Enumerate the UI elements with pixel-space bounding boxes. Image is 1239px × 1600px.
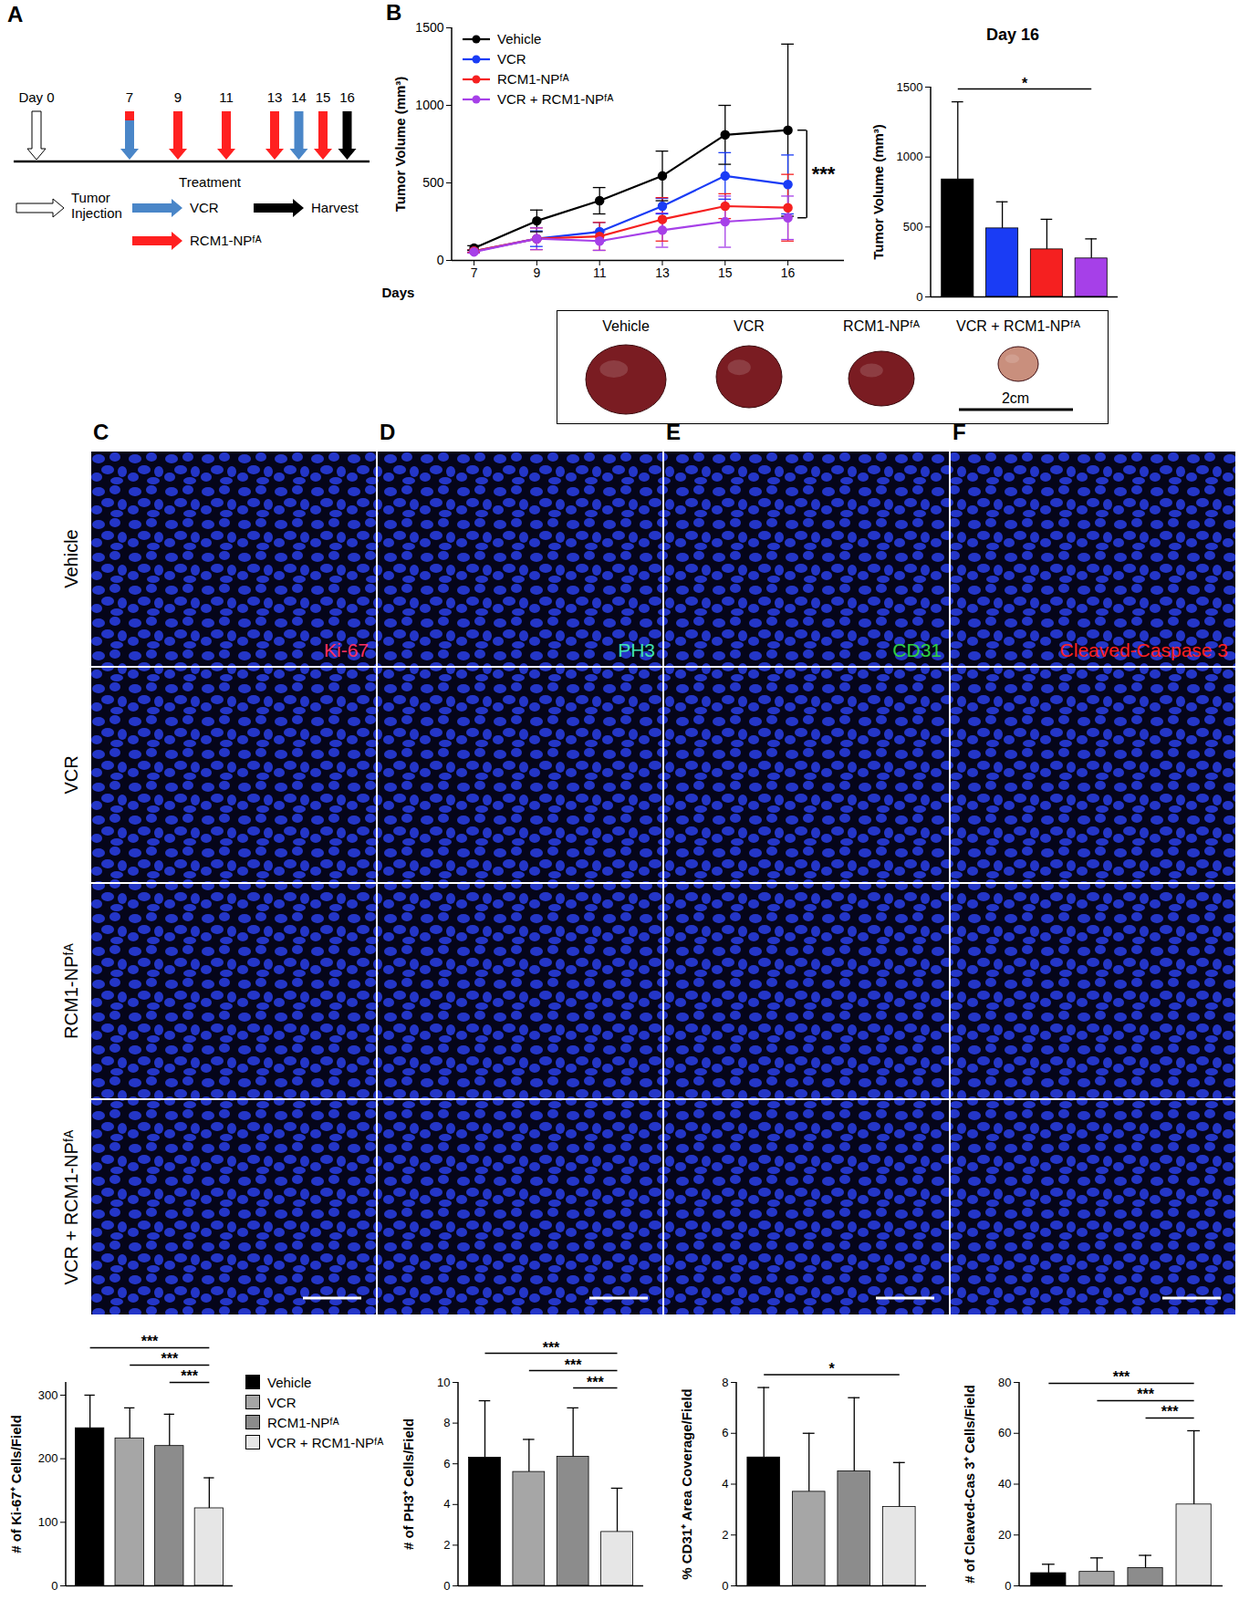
- html-text:F: F: [952, 419, 966, 445]
- html-text:RCM1-NPᶠᴬ: RCM1-NPᶠᴬ: [497, 71, 569, 87]
- svg-text:VCR: VCR: [61, 755, 82, 794]
- svg-text:***: ***: [1136, 1386, 1155, 1403]
- svg-text:7: 7: [470, 265, 479, 281]
- svg-text:500: 500: [903, 219, 924, 234]
- svg-text:16: 16: [780, 265, 796, 281]
- svg-text:***: ***: [180, 1368, 198, 1385]
- svg-text:% CD31⁺ Area Coverage/Field: % CD31⁺ Area Coverage/Field: [678, 1388, 695, 1581]
- svg-text:# of Ki-67⁺ Cells/Field: # of Ki-67⁺ Cells/Field: [8, 1415, 24, 1554]
- html-text:B: B: [385, 0, 402, 25]
- svg-text:***: ***: [1161, 1404, 1179, 1420]
- svg-text:PH3: PH3: [617, 639, 656, 661]
- svg-text:Tumor Volume (mm³): Tumor Volume (mm³): [392, 76, 408, 213]
- svg-text:Vehicle: Vehicle: [61, 529, 82, 589]
- svg-text:4: 4: [443, 1497, 450, 1511]
- html-text:VCR: VCR: [497, 51, 527, 67]
- svg-text:1000: 1000: [896, 149, 924, 164]
- svg-text:100: 100: [38, 1515, 59, 1530]
- svg-text:***: ***: [586, 1374, 604, 1391]
- svg-text:VCR: VCR: [733, 318, 765, 334]
- svg-text:60: 60: [998, 1426, 1011, 1440]
- svg-text:300: 300: [38, 1388, 59, 1403]
- html-text:Day 16: Day 16: [986, 25, 1040, 44]
- svg-text:# of Cleaved-Cas 3⁺ Cells/Fiel: # of Cleaved-Cas 3⁺ Cells/Field: [961, 1384, 978, 1584]
- svg-text:Treatment: Treatment: [178, 174, 242, 190]
- svg-text:Vehicle: Vehicle: [602, 318, 650, 334]
- svg-text:13: 13: [267, 89, 283, 105]
- svg-text:Days: Days: [382, 284, 416, 301]
- svg-text:0: 0: [916, 290, 923, 304]
- svg-text:VCR + RCM1-NPᶠᴬ: VCR + RCM1-NPᶠᴬ: [956, 318, 1082, 334]
- html-text:Vehicle: Vehicle: [267, 1374, 312, 1391]
- svg-text:80: 80: [998, 1375, 1011, 1390]
- svg-text:9: 9: [532, 265, 541, 281]
- html-text:D: D: [379, 419, 396, 445]
- svg-text:40: 40: [998, 1477, 1011, 1491]
- svg-text:CD31: CD31: [892, 639, 942, 661]
- svg-text:Tumor Volume (mm³): Tumor Volume (mm³): [870, 124, 886, 261]
- svg-text:***: ***: [564, 1357, 583, 1374]
- svg-text:***: ***: [160, 1351, 178, 1367]
- svg-text:8: 8: [443, 1416, 450, 1430]
- svg-text:0: 0: [721, 1579, 729, 1593]
- svg-text:15: 15: [718, 265, 733, 281]
- svg-text:200: 200: [38, 1451, 59, 1466]
- html-text:Vehicle: Vehicle: [497, 31, 542, 47]
- svg-text:20: 20: [998, 1528, 1011, 1542]
- svg-text:*: *: [828, 1361, 835, 1377]
- svg-text:RCM1-NPᶠᴬ: RCM1-NPᶠᴬ: [61, 942, 82, 1040]
- svg-text:11: 11: [218, 89, 234, 105]
- svg-text:15: 15: [315, 89, 332, 105]
- svg-text:13: 13: [655, 265, 670, 281]
- html-text:E: E: [666, 419, 681, 445]
- svg-text:A: A: [7, 1, 23, 27]
- svg-text:14: 14: [291, 89, 307, 105]
- svg-text:Cleaved-Caspase 3: Cleaved-Caspase 3: [1060, 639, 1229, 661]
- svg-text:0: 0: [443, 1579, 450, 1593]
- svg-text:8: 8: [721, 1375, 729, 1390]
- svg-text:RCM1-NPᶠᴬ: RCM1-NPᶠᴬ: [843, 318, 921, 334]
- html-text:VCR: VCR: [267, 1395, 297, 1411]
- svg-text:10: 10: [437, 1375, 450, 1390]
- svg-text:VCR: VCR: [189, 199, 219, 216]
- svg-text:0: 0: [437, 252, 445, 268]
- svg-text:***: ***: [542, 1340, 561, 1356]
- svg-text:4: 4: [721, 1477, 729, 1491]
- svg-text:***: ***: [812, 162, 836, 186]
- svg-text:1000: 1000: [415, 97, 444, 113]
- svg-text:Day 0: Day 0: [18, 89, 54, 105]
- svg-text:7: 7: [125, 89, 134, 105]
- svg-text:***: ***: [141, 1333, 159, 1350]
- svg-text:Ki-67: Ki-67: [323, 639, 369, 661]
- svg-text:16: 16: [339, 89, 355, 105]
- svg-text:2: 2: [443, 1538, 450, 1552]
- svg-text:2: 2: [721, 1528, 729, 1542]
- svg-text:***: ***: [1113, 1369, 1131, 1385]
- svg-text:TumorInjection: TumorInjection: [71, 189, 123, 221]
- svg-text:RCM1-NPᶠᴬ: RCM1-NPᶠᴬ: [189, 232, 262, 249]
- svg-text:9: 9: [174, 89, 182, 105]
- svg-text:6: 6: [721, 1426, 729, 1440]
- html-text:VCR + RCM1-NPᶠᴬ: VCR + RCM1-NPᶠᴬ: [497, 91, 614, 107]
- html-text:C: C: [93, 419, 109, 445]
- svg-text:# of PH3⁺ Cells/Field: # of PH3⁺ Cells/Field: [400, 1418, 417, 1551]
- svg-text:2cm: 2cm: [1001, 390, 1030, 407]
- html-text:RCM1-NPᶠᴬ: RCM1-NPᶠᴬ: [267, 1415, 340, 1431]
- svg-text:VCR + RCM1-NPᶠᴬ: VCR + RCM1-NPᶠᴬ: [61, 1129, 82, 1286]
- svg-text:6: 6: [443, 1457, 450, 1471]
- html-text:VCR + RCM1-NPᶠᴬ: VCR + RCM1-NPᶠᴬ: [267, 1435, 384, 1451]
- svg-text:1500: 1500: [415, 20, 444, 35]
- svg-text:11: 11: [593, 265, 607, 281]
- svg-text:Harvest: Harvest: [311, 199, 360, 216]
- svg-text:0: 0: [1004, 1579, 1011, 1593]
- svg-text:500: 500: [422, 175, 445, 190]
- svg-text:1500: 1500: [896, 80, 924, 94]
- svg-text:0: 0: [51, 1579, 58, 1593]
- svg-text:*: *: [1021, 75, 1029, 92]
